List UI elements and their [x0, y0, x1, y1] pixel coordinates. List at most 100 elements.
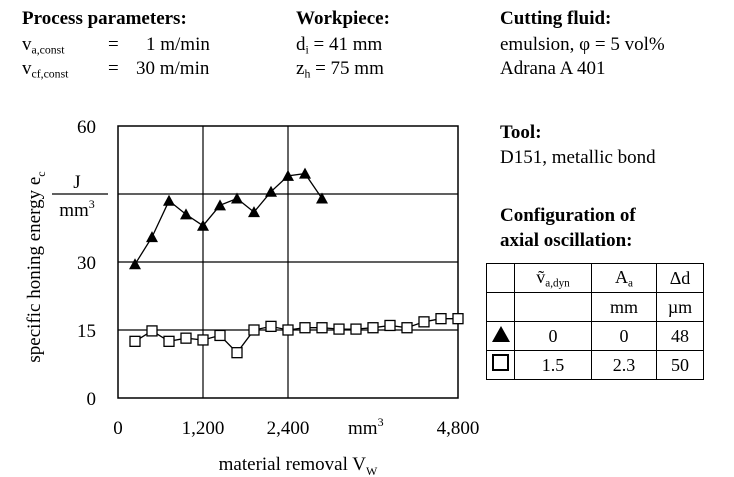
- triangle-point-10: [299, 167, 311, 179]
- square-point-8: [265, 320, 277, 333]
- square-point-17: [418, 316, 430, 328]
- param-va-symbol: v: [22, 34, 32, 55]
- config-row-square-a: 2.3: [591, 350, 657, 380]
- square-open-marker-icon: [492, 354, 509, 371]
- x-tick-labels: 0 1,200 2,400 4,800: [113, 418, 479, 439]
- config-header-d: Δd: [656, 263, 704, 293]
- param-vcf-value: 30 m/min: [136, 58, 210, 79]
- config-title-line2: axial oscillation:: [500, 230, 633, 251]
- workpiece-zh: zh = 75 mm: [296, 58, 384, 82]
- tool-line1: D151, metallic bond: [500, 147, 656, 168]
- workpiece-di-eq: =: [313, 34, 325, 55]
- x-unit-label: mm3: [348, 415, 384, 439]
- square-point-11: [316, 322, 328, 334]
- workpiece-di-subscript: i: [305, 43, 309, 57]
- param-va-value: 1 m/min: [146, 34, 210, 55]
- y-tick-label-2: 30: [77, 253, 96, 274]
- config-v-symbol: ṽ: [536, 266, 546, 287]
- triangle-point-11: [316, 192, 328, 204]
- config-a-subscript: a: [628, 277, 633, 290]
- workpiece-title: Workpiece:: [296, 8, 390, 29]
- param-vcf-eq: =: [108, 58, 119, 79]
- param-vcf-symbol: v: [22, 58, 32, 79]
- config-row-square-d: 50: [656, 350, 704, 380]
- square-point-9: [282, 324, 294, 336]
- config-header-row: ṽa,dyn Aa Δd: [486, 263, 704, 293]
- config-header-a: Aa: [591, 263, 657, 293]
- y-tick-labels: 0 15 30 60: [77, 117, 96, 410]
- triangle-point-4: [197, 219, 209, 231]
- cutting-fluid-line1: emulsion, φ = 5 vol%: [500, 34, 665, 55]
- config-v-subscript: a,dyn: [545, 277, 570, 290]
- cutting-fluid-line2: Adrana A 401: [500, 58, 606, 79]
- square-point-2: [163, 335, 175, 347]
- y-unit-numerator: J: [73, 172, 80, 193]
- chart-grid: [118, 126, 458, 398]
- square-point-7: [248, 324, 260, 336]
- square-point-1: [146, 325, 158, 337]
- triangle-filled-marker-icon: [491, 325, 510, 342]
- triangle-point-7: [248, 206, 260, 218]
- triangle-point-0: [129, 258, 141, 270]
- x-axis-label: material removal VW: [219, 454, 378, 477]
- x-tick-label-3: 4,800: [437, 418, 480, 439]
- y-tick-label-3: 60: [77, 117, 96, 138]
- series-line-triangle-filled: [134, 172, 323, 265]
- x-tick-label-0: 0: [113, 418, 123, 439]
- square-point-3: [180, 332, 192, 344]
- param-va-subscript: a,const: [31, 43, 65, 57]
- square-point-15: [384, 319, 396, 332]
- triangle-point-6: [231, 192, 243, 204]
- workpiece-zh-subscript: h: [304, 67, 311, 81]
- config-row-triangle-v: 0: [514, 321, 592, 351]
- y-tick-label-0: 0: [87, 389, 97, 410]
- triangle-point-2: [163, 194, 175, 206]
- config-unit-d: µm: [656, 292, 704, 322]
- plot-frame: [117, 125, 459, 399]
- config-units-row: mm µm: [486, 292, 704, 322]
- y-axis-label: specific honing energy ec: [24, 171, 48, 362]
- triangle-point-3: [180, 208, 192, 220]
- square-point-10: [299, 322, 311, 334]
- square-point-0: [129, 335, 141, 347]
- square-point-4: [197, 334, 209, 346]
- square-point-13: [350, 323, 362, 335]
- process-parameters-title: Process parameters:: [22, 8, 187, 29]
- workpiece-di-value: 41 mm: [329, 34, 383, 55]
- workpiece-di: di = 41 mm: [296, 34, 382, 58]
- square-point-19: [452, 313, 464, 325]
- triangle-point-5: [214, 199, 226, 211]
- config-row-square-v: 1.5: [514, 350, 592, 380]
- config-unit-a: mm: [591, 292, 657, 322]
- x-tick-label-1: 1,200: [182, 418, 225, 439]
- workpiece-zh-eq: =: [315, 58, 326, 79]
- triangle-point-1: [146, 231, 158, 243]
- workpiece-zh-symbol: z: [296, 58, 305, 79]
- cutting-fluid-title: Cutting fluid:: [500, 8, 612, 29]
- y-unit-denominator: mm3: [59, 197, 95, 221]
- workpiece-di-symbol: d: [296, 34, 306, 55]
- square-point-5: [214, 329, 226, 342]
- config-table: ṽa,dyn Aa Δd mm µm 0 0 48 1.5 2.3 50: [486, 263, 704, 380]
- square-point-16: [401, 322, 413, 334]
- x-tick-label-2: 2,400: [267, 418, 310, 439]
- y-tick-label-1: 15: [77, 321, 96, 342]
- config-row-square-marker: [486, 350, 515, 380]
- param-va-eq: =: [108, 34, 119, 55]
- triangle-point-9: [282, 169, 294, 181]
- square-point-6: [231, 347, 243, 359]
- chart-series: [129, 167, 464, 359]
- param-va-const: va,const: [22, 34, 65, 58]
- param-vcf-const: vcf,const: [22, 58, 68, 82]
- workpiece-zh-value: 75 mm: [330, 58, 384, 79]
- config-a-symbol: A: [615, 266, 629, 287]
- config-title-line1: Configuration of: [500, 205, 636, 226]
- tool-title: Tool:: [500, 122, 542, 143]
- triangle-point-8: [265, 185, 277, 197]
- square-point-14: [367, 322, 379, 334]
- param-vcf-subscript: cf,const: [31, 67, 69, 81]
- square-point-12: [333, 323, 345, 335]
- square-point-18: [435, 313, 447, 325]
- config-row-square: 1.5 2.3 50: [486, 350, 704, 380]
